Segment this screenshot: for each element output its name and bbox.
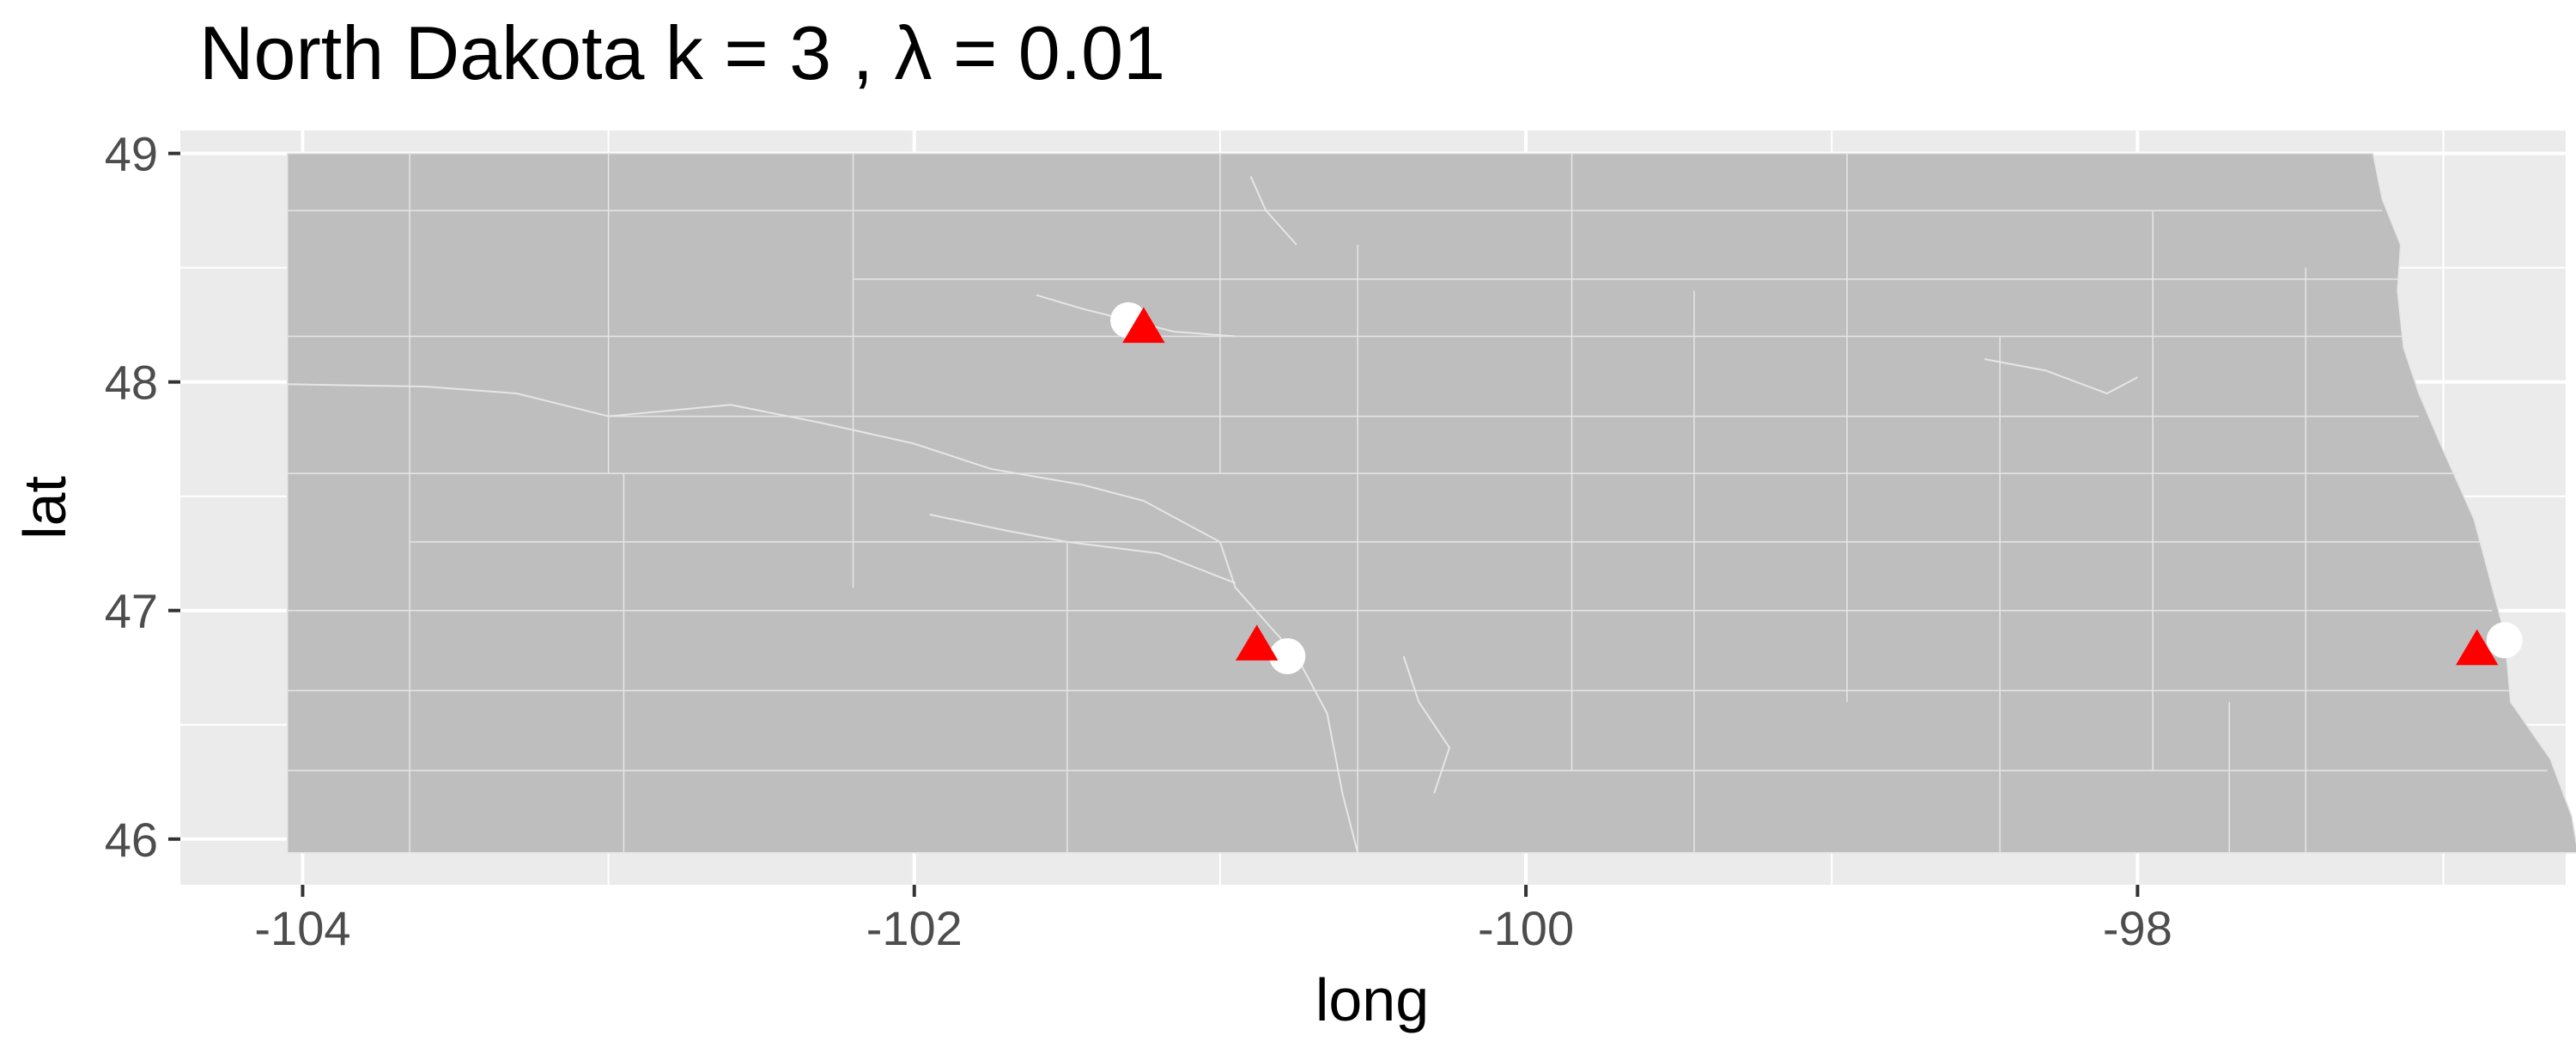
river-line xyxy=(1984,358,2138,395)
triangle-marker xyxy=(2456,629,2499,666)
x-tick-label: -102 xyxy=(866,901,963,955)
y-axis-title: lat xyxy=(11,476,78,539)
x-axis-title: long xyxy=(1315,966,1429,1033)
state-shape xyxy=(286,152,2576,854)
circle-marker xyxy=(1269,637,1306,674)
y-tick-label: 46 xyxy=(105,813,158,867)
triangle-marker xyxy=(1122,307,1165,344)
x-tick-label: -98 xyxy=(2103,901,2172,955)
y-tick-label: 49 xyxy=(105,127,158,181)
y-axis: 46 47 48 49 xyxy=(105,127,180,867)
triangle-marker xyxy=(1236,624,1279,661)
x-tick-label: -100 xyxy=(1478,901,1574,955)
marker-layer xyxy=(1110,302,2523,674)
x-tick-label: -104 xyxy=(254,901,350,955)
river-line xyxy=(287,383,1359,854)
state-map xyxy=(286,152,2576,854)
chart-title: North Dakota k = 3 , λ = 0.01 xyxy=(199,10,1165,95)
river-line xyxy=(1249,175,1297,246)
x-axis: -104 -102 -100 -98 xyxy=(254,885,2172,955)
river-line xyxy=(1402,655,1451,794)
river-line xyxy=(929,514,1236,584)
y-tick-label: 48 xyxy=(105,356,158,410)
circle-marker xyxy=(2486,622,2523,659)
y-tick-label: 47 xyxy=(105,584,158,638)
